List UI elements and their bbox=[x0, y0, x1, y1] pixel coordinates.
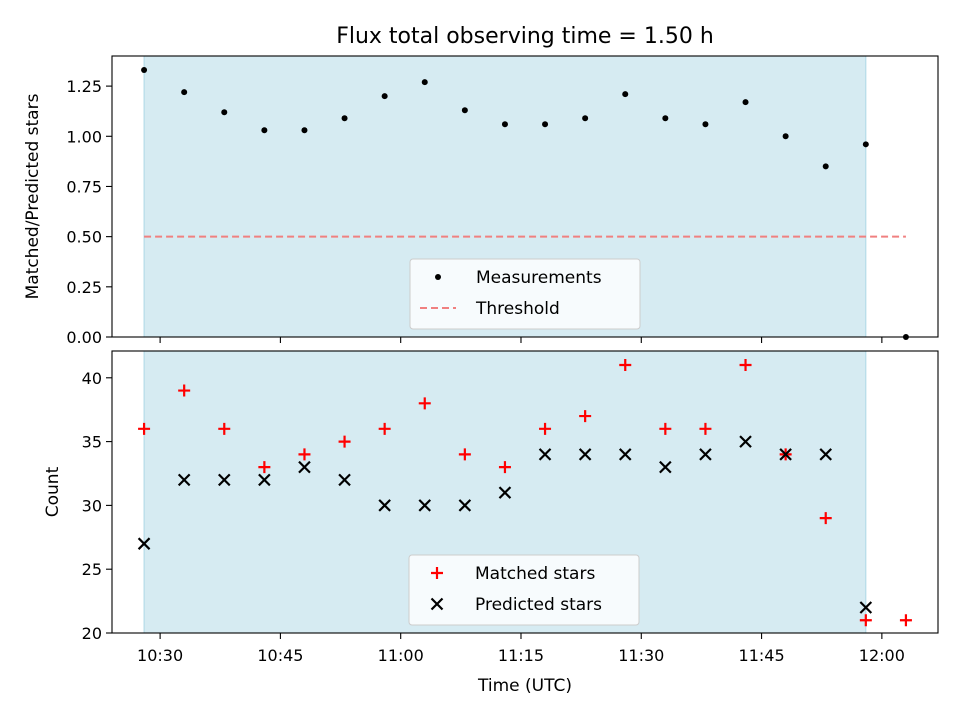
bottom-point-matched-stars bbox=[739, 359, 752, 372]
bottom-point-predicted-stars bbox=[578, 448, 592, 461]
top-point-measurements bbox=[862, 141, 869, 148]
bottom-series-predicted-stars bbox=[137, 435, 873, 614]
bottom-point-matched-stars bbox=[298, 448, 311, 461]
top-point-measurements bbox=[421, 79, 428, 86]
top-ytick-label: 0.00 bbox=[66, 328, 102, 347]
bottom-xtick-label: 12:00 bbox=[859, 646, 905, 665]
bottom-ytick-label: 20 bbox=[82, 624, 102, 643]
top-legend-label: Measurements bbox=[476, 268, 602, 288]
bottom-point-matched-stars bbox=[338, 435, 351, 448]
bottom-point-matched-stars bbox=[819, 512, 832, 525]
bottom-legend-label: Matched stars bbox=[475, 564, 595, 584]
bottom-legend-handle bbox=[430, 597, 444, 611]
top-point-measurements bbox=[822, 163, 829, 170]
top-legend-handle bbox=[435, 274, 441, 280]
bottom-point-predicted-stars bbox=[217, 473, 231, 487]
bottom-point-predicted-stars bbox=[618, 448, 632, 461]
top-point-measurements bbox=[622, 91, 629, 98]
bottom-series-matched-stars bbox=[138, 359, 912, 627]
top-point-measurements bbox=[702, 121, 709, 128]
top-point-measurements bbox=[542, 121, 549, 128]
bottom-point-predicted-stars bbox=[177, 473, 191, 487]
top-ytick-label: 0.25 bbox=[66, 278, 102, 297]
bottom-point-matched-stars bbox=[659, 422, 672, 435]
top-point-measurements bbox=[501, 121, 508, 128]
bottom-point-predicted-stars bbox=[258, 473, 271, 487]
top-point-measurements bbox=[181, 89, 188, 96]
top-legend-label: Threshold bbox=[475, 299, 560, 319]
top-point-measurements bbox=[461, 107, 468, 114]
bottom-point-matched-stars bbox=[378, 422, 391, 435]
bottom-legend-box bbox=[408, 554, 640, 626]
bottom-point-predicted-stars bbox=[418, 499, 432, 512]
bottom-point-matched-stars bbox=[498, 461, 511, 474]
bottom-point-predicted-stars bbox=[779, 448, 792, 461]
bottom-point-predicted-stars bbox=[699, 448, 712, 461]
bottom-point-predicted-stars bbox=[298, 460, 311, 474]
bottom-point-matched-stars bbox=[619, 359, 632, 372]
bottom-point-matched-stars bbox=[178, 384, 191, 397]
bottom-xtick-label: 11:15 bbox=[498, 646, 544, 665]
top-point-measurements bbox=[381, 93, 388, 100]
top-point-measurements bbox=[141, 67, 148, 74]
bottom-axes-frame bbox=[111, 350, 939, 634]
bottom-point-matched-stars bbox=[418, 397, 431, 410]
bottom-point-matched-stars bbox=[458, 448, 471, 461]
bottom-point-matched-stars bbox=[539, 422, 552, 435]
bottom-ytick-label: 40 bbox=[82, 369, 102, 388]
top-point-measurements bbox=[662, 115, 669, 122]
bottom-legend-label: Predicted stars bbox=[475, 595, 602, 615]
bottom-point-matched-stars bbox=[258, 461, 271, 474]
bottom-ylabel: Count bbox=[43, 466, 63, 517]
top-ylabel: Matched/Predicted stars bbox=[23, 93, 43, 299]
top-point-measurements bbox=[221, 109, 228, 116]
top-legend-box bbox=[409, 258, 641, 330]
bottom-point-predicted-stars bbox=[659, 460, 672, 474]
bottom-point-predicted-stars bbox=[458, 499, 472, 512]
bottom-legend: Matched stars Predicted stars bbox=[408, 554, 640, 626]
top-point-measurements bbox=[301, 127, 308, 134]
bottom-point-matched-stars bbox=[579, 410, 592, 423]
bottom-point-predicted-stars bbox=[538, 448, 552, 461]
bottom-legend-handle bbox=[431, 567, 443, 579]
bottom-point-predicted-stars bbox=[739, 435, 752, 448]
bottom-xlabel: Time (UTC) bbox=[477, 676, 572, 696]
bottom-point-predicted-stars bbox=[137, 537, 151, 550]
bottom-ytick-label: 25 bbox=[82, 560, 102, 579]
top-ytick-label: 0.75 bbox=[66, 177, 102, 196]
bottom-point-matched-stars bbox=[899, 614, 912, 627]
top-point-measurements bbox=[341, 115, 348, 122]
bottom-point-matched-stars bbox=[859, 614, 872, 627]
bottom-point-predicted-stars bbox=[338, 473, 351, 487]
bottom-xtick-label: 11:30 bbox=[618, 646, 664, 665]
top-ytick-label: 1.00 bbox=[66, 127, 102, 146]
top-ytick-label: 1.25 bbox=[66, 77, 102, 96]
bottom-xtick-label: 11:45 bbox=[739, 646, 785, 665]
top-point-measurements bbox=[742, 99, 749, 106]
bottom-point-predicted-stars bbox=[819, 448, 833, 461]
top-point-measurements bbox=[782, 133, 789, 140]
bottom-xtick-label: 11:00 bbox=[378, 646, 424, 665]
top-axes: 0.00 0.25 0.50 0.75 1.00 1.25 Matched/Predicte… bbox=[23, 55, 939, 347]
top-series-measurements bbox=[141, 67, 909, 340]
bottom-point-predicted-stars bbox=[859, 601, 873, 614]
bottom-ytick-label: 35 bbox=[82, 433, 102, 452]
figure-title: Flux total observing time = 1.50 h bbox=[336, 24, 714, 49]
top-point-measurements bbox=[261, 127, 268, 134]
top-legend: Measurements Threshold bbox=[409, 258, 641, 330]
bottom-xtick-label: 10:30 bbox=[137, 646, 183, 665]
bottom-xtick-label: 10:45 bbox=[257, 646, 303, 665]
bottom-point-matched-stars bbox=[138, 422, 151, 435]
top-point-measurements bbox=[582, 115, 589, 122]
bottom-point-predicted-stars bbox=[378, 499, 391, 512]
bottom-ytick-label: 30 bbox=[82, 496, 102, 515]
top-axes-frame bbox=[111, 55, 939, 338]
bottom-point-predicted-stars bbox=[498, 486, 512, 499]
top-ytick-label: 0.50 bbox=[66, 228, 102, 247]
bottom-point-matched-stars bbox=[218, 422, 231, 435]
bottom-axes: 20 25 30 35 40 10:30 10:45 11:00 11:15 11:30 11:45… bbox=[43, 350, 939, 696]
bottom-point-matched-stars bbox=[699, 422, 712, 435]
